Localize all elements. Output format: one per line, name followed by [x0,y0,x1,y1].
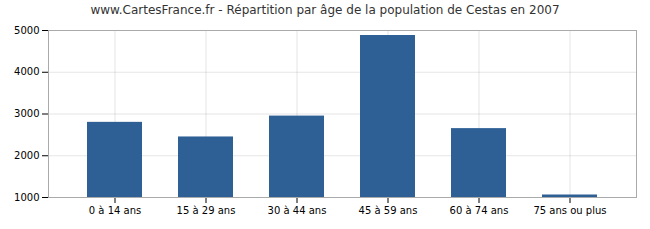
html-text:www.CartesFrance.fr - Répartit: www.CartesFrance.fr - Répartition par âg… [90,3,560,17]
svg-text:0 à 14 ans: 0 à 14 ans [89,205,141,216]
svg-text:1000: 1000 [14,192,39,203]
svg-text:15 à 29 ans: 15 à 29 ans [177,205,236,216]
svg-text:75 ans ou plus: 75 ans ou plus [533,205,606,216]
svg-text:60 à 74 ans: 60 à 74 ans [450,205,509,216]
svg-text:2000: 2000 [14,150,39,161]
svg-text:4000: 4000 [14,66,39,77]
svg-text:5000: 5000 [14,25,39,36]
svg-text:30 à 44 ans: 30 à 44 ans [268,205,327,216]
svg-text:45 à 59 ans: 45 à 59 ans [359,205,418,216]
svg-text:3000: 3000 [14,108,39,119]
